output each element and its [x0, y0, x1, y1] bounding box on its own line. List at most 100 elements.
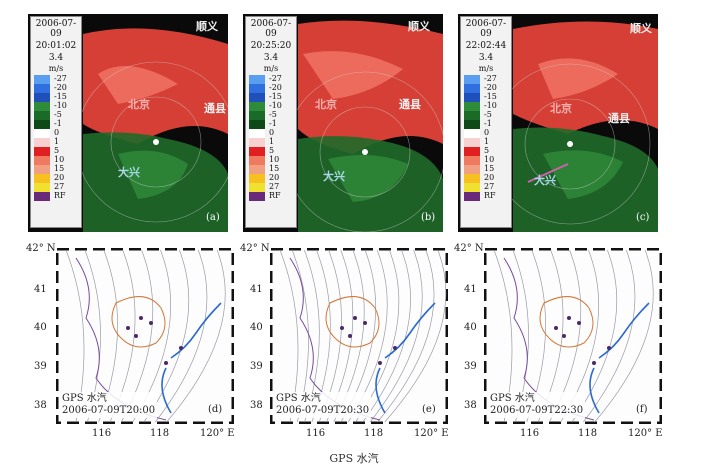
velocity-value: -20: [269, 83, 282, 92]
velocity-swatch: [34, 138, 50, 147]
velocity-scale-b: -27 -20 -15 -10 -5 -1 0 1 5 10 15 20 27 RF: [249, 74, 295, 201]
velocity-scale-entry: -10: [249, 101, 295, 111]
velocity-value: -1: [54, 119, 62, 128]
radar-elev-b: 3.4: [263, 53, 279, 63]
label-tongxian-b: 通县: [399, 98, 421, 111]
velocity-scale-entry: -20: [249, 83, 295, 93]
velocity-swatch: [464, 174, 480, 183]
velocity-value: -20: [54, 83, 67, 92]
radar-legend-a: 2006-07-09 20:01:02 3.4 m/s -27 -20 -15 -10…: [30, 16, 82, 228]
velocity-swatch: [249, 93, 265, 102]
velocity-scale-entry: 0: [34, 128, 80, 138]
velocity-swatch: [249, 138, 265, 147]
velocity-value: -5: [54, 110, 62, 119]
panel-label-b: (b): [421, 212, 436, 223]
gps-title-e: GPS 水汽: [276, 393, 321, 404]
velocity-swatch: [464, 120, 480, 129]
velocity-value: -5: [269, 110, 277, 119]
velocity-scale-entry: 0: [464, 128, 510, 138]
velocity-value: RF: [54, 191, 66, 200]
velocity-scale-entry: 0: [249, 128, 295, 138]
radar-unit-c: m/s: [478, 64, 494, 73]
label-shunyi-c: 顺义: [630, 22, 652, 35]
lat-tick-41-d: 41: [34, 284, 47, 295]
velocity-scale-entry: 1: [249, 137, 295, 147]
radar-panel-a: 2006-07-09 20:01:02 3.4 m/s -27 -20 -15 -10…: [28, 14, 228, 232]
velocity-swatch: [34, 165, 50, 174]
velocity-swatch: [34, 156, 50, 165]
panel-label-c: (c): [636, 212, 650, 223]
radar-date-a: 2006-07-09: [35, 19, 77, 39]
lon-tick-116-d: 116: [92, 428, 112, 439]
velocity-scale-entry: 27: [249, 182, 295, 192]
velocity-value: -1: [269, 119, 277, 128]
velocity-scale-entry: RF: [249, 191, 295, 201]
panel-label-f: (f): [636, 404, 648, 415]
gps-time-e: 2006-07-09T20:30: [276, 405, 370, 416]
velocity-value: 5: [269, 146, 275, 155]
panel-label-e: (e): [422, 404, 436, 415]
radar-elev-c: 3.4: [478, 53, 494, 63]
velocity-scale-entry: 20: [34, 173, 80, 183]
velocity-swatch: [249, 147, 265, 156]
velocity-scale-entry: -1: [34, 119, 80, 129]
velocity-scale-entry: -5: [34, 110, 80, 120]
velocity-scale-entry: 15: [34, 164, 80, 174]
radar-unit-b: m/s: [263, 64, 279, 73]
velocity-value: 27: [484, 182, 495, 191]
velocity-scale-c: -27 -20 -15 -10 -5 -1 0 1 5 10 15 20 27 RF: [464, 74, 510, 201]
label-tongxian-a: 通县: [204, 102, 226, 115]
velocity-swatch: [464, 111, 480, 120]
gps-title-f: GPS 水汽: [490, 393, 535, 404]
velocity-value: 15: [484, 164, 495, 173]
velocity-swatch: [249, 129, 265, 138]
radar-time-b: 20:25:20: [250, 41, 292, 51]
velocity-swatch: [34, 93, 50, 102]
velocity-scale-entry: 10: [34, 155, 80, 165]
label-beijing-a: 北京: [128, 98, 150, 111]
velocity-value: 1: [54, 137, 60, 146]
velocity-value: 5: [54, 146, 60, 155]
velocity-scale-entry: -20: [464, 83, 510, 93]
label-shunyi-b: 顺义: [408, 20, 430, 33]
gps-map-d: GPS 水汽 2006-07-09T20:00 (d): [56, 248, 234, 424]
velocity-value: -10: [269, 101, 282, 110]
velocity-swatch: [464, 102, 480, 111]
lat-tick-40-e: 40: [250, 322, 263, 333]
lon-tick-118-d: 118: [150, 428, 170, 439]
velocity-scale-entry: 10: [464, 155, 510, 165]
velocity-value: 15: [269, 164, 280, 173]
velocity-swatch: [249, 84, 265, 93]
velocity-swatch: [249, 165, 265, 174]
radar-time-a: 20:01:02: [35, 41, 77, 51]
radar-legend-b: 2006-07-09 20:25:20 3.4 m/s -27 -20 -15 -10…: [245, 16, 297, 228]
figure-caption: GPS 水汽: [329, 452, 379, 465]
velocity-scale-entry: -15: [464, 92, 510, 102]
lat-tick-39-d: 39: [34, 361, 47, 372]
label-daxing-b: 大兴: [323, 170, 345, 183]
radar-image-b: [284, 20, 443, 232]
velocity-swatch: [464, 165, 480, 174]
lon-tick-116-f: 116: [520, 428, 540, 439]
velocity-scale-entry: 5: [464, 146, 510, 156]
velocity-swatch: [249, 156, 265, 165]
velocity-scale-entry: -10: [34, 101, 80, 111]
gps-time-f: 2006-07-09T22:30: [490, 405, 584, 416]
lat-tick-40-f: 40: [464, 322, 477, 333]
velocity-scale-entry: 1: [464, 137, 510, 147]
velocity-scale-entry: 5: [249, 146, 295, 156]
velocity-scale-entry: -10: [464, 101, 510, 111]
lon-tick-120-e: 120° E: [414, 428, 449, 439]
lat-tick-42-e: 42° N: [240, 243, 270, 254]
velocity-scale-entry: 15: [249, 164, 295, 174]
velocity-value: -15: [484, 92, 497, 101]
velocity-swatch: [464, 138, 480, 147]
velocity-value: 20: [484, 173, 495, 182]
velocity-scale-entry: 5: [34, 146, 80, 156]
gps-legend-e: GPS 水汽 2006-07-09T20:30: [274, 392, 372, 418]
lat-tick-40-d: 40: [34, 322, 47, 333]
velocity-swatch: [249, 111, 265, 120]
radar-time-c: 22:02:44: [465, 41, 507, 51]
velocity-swatch: [34, 102, 50, 111]
velocity-value: 0: [54, 128, 60, 137]
